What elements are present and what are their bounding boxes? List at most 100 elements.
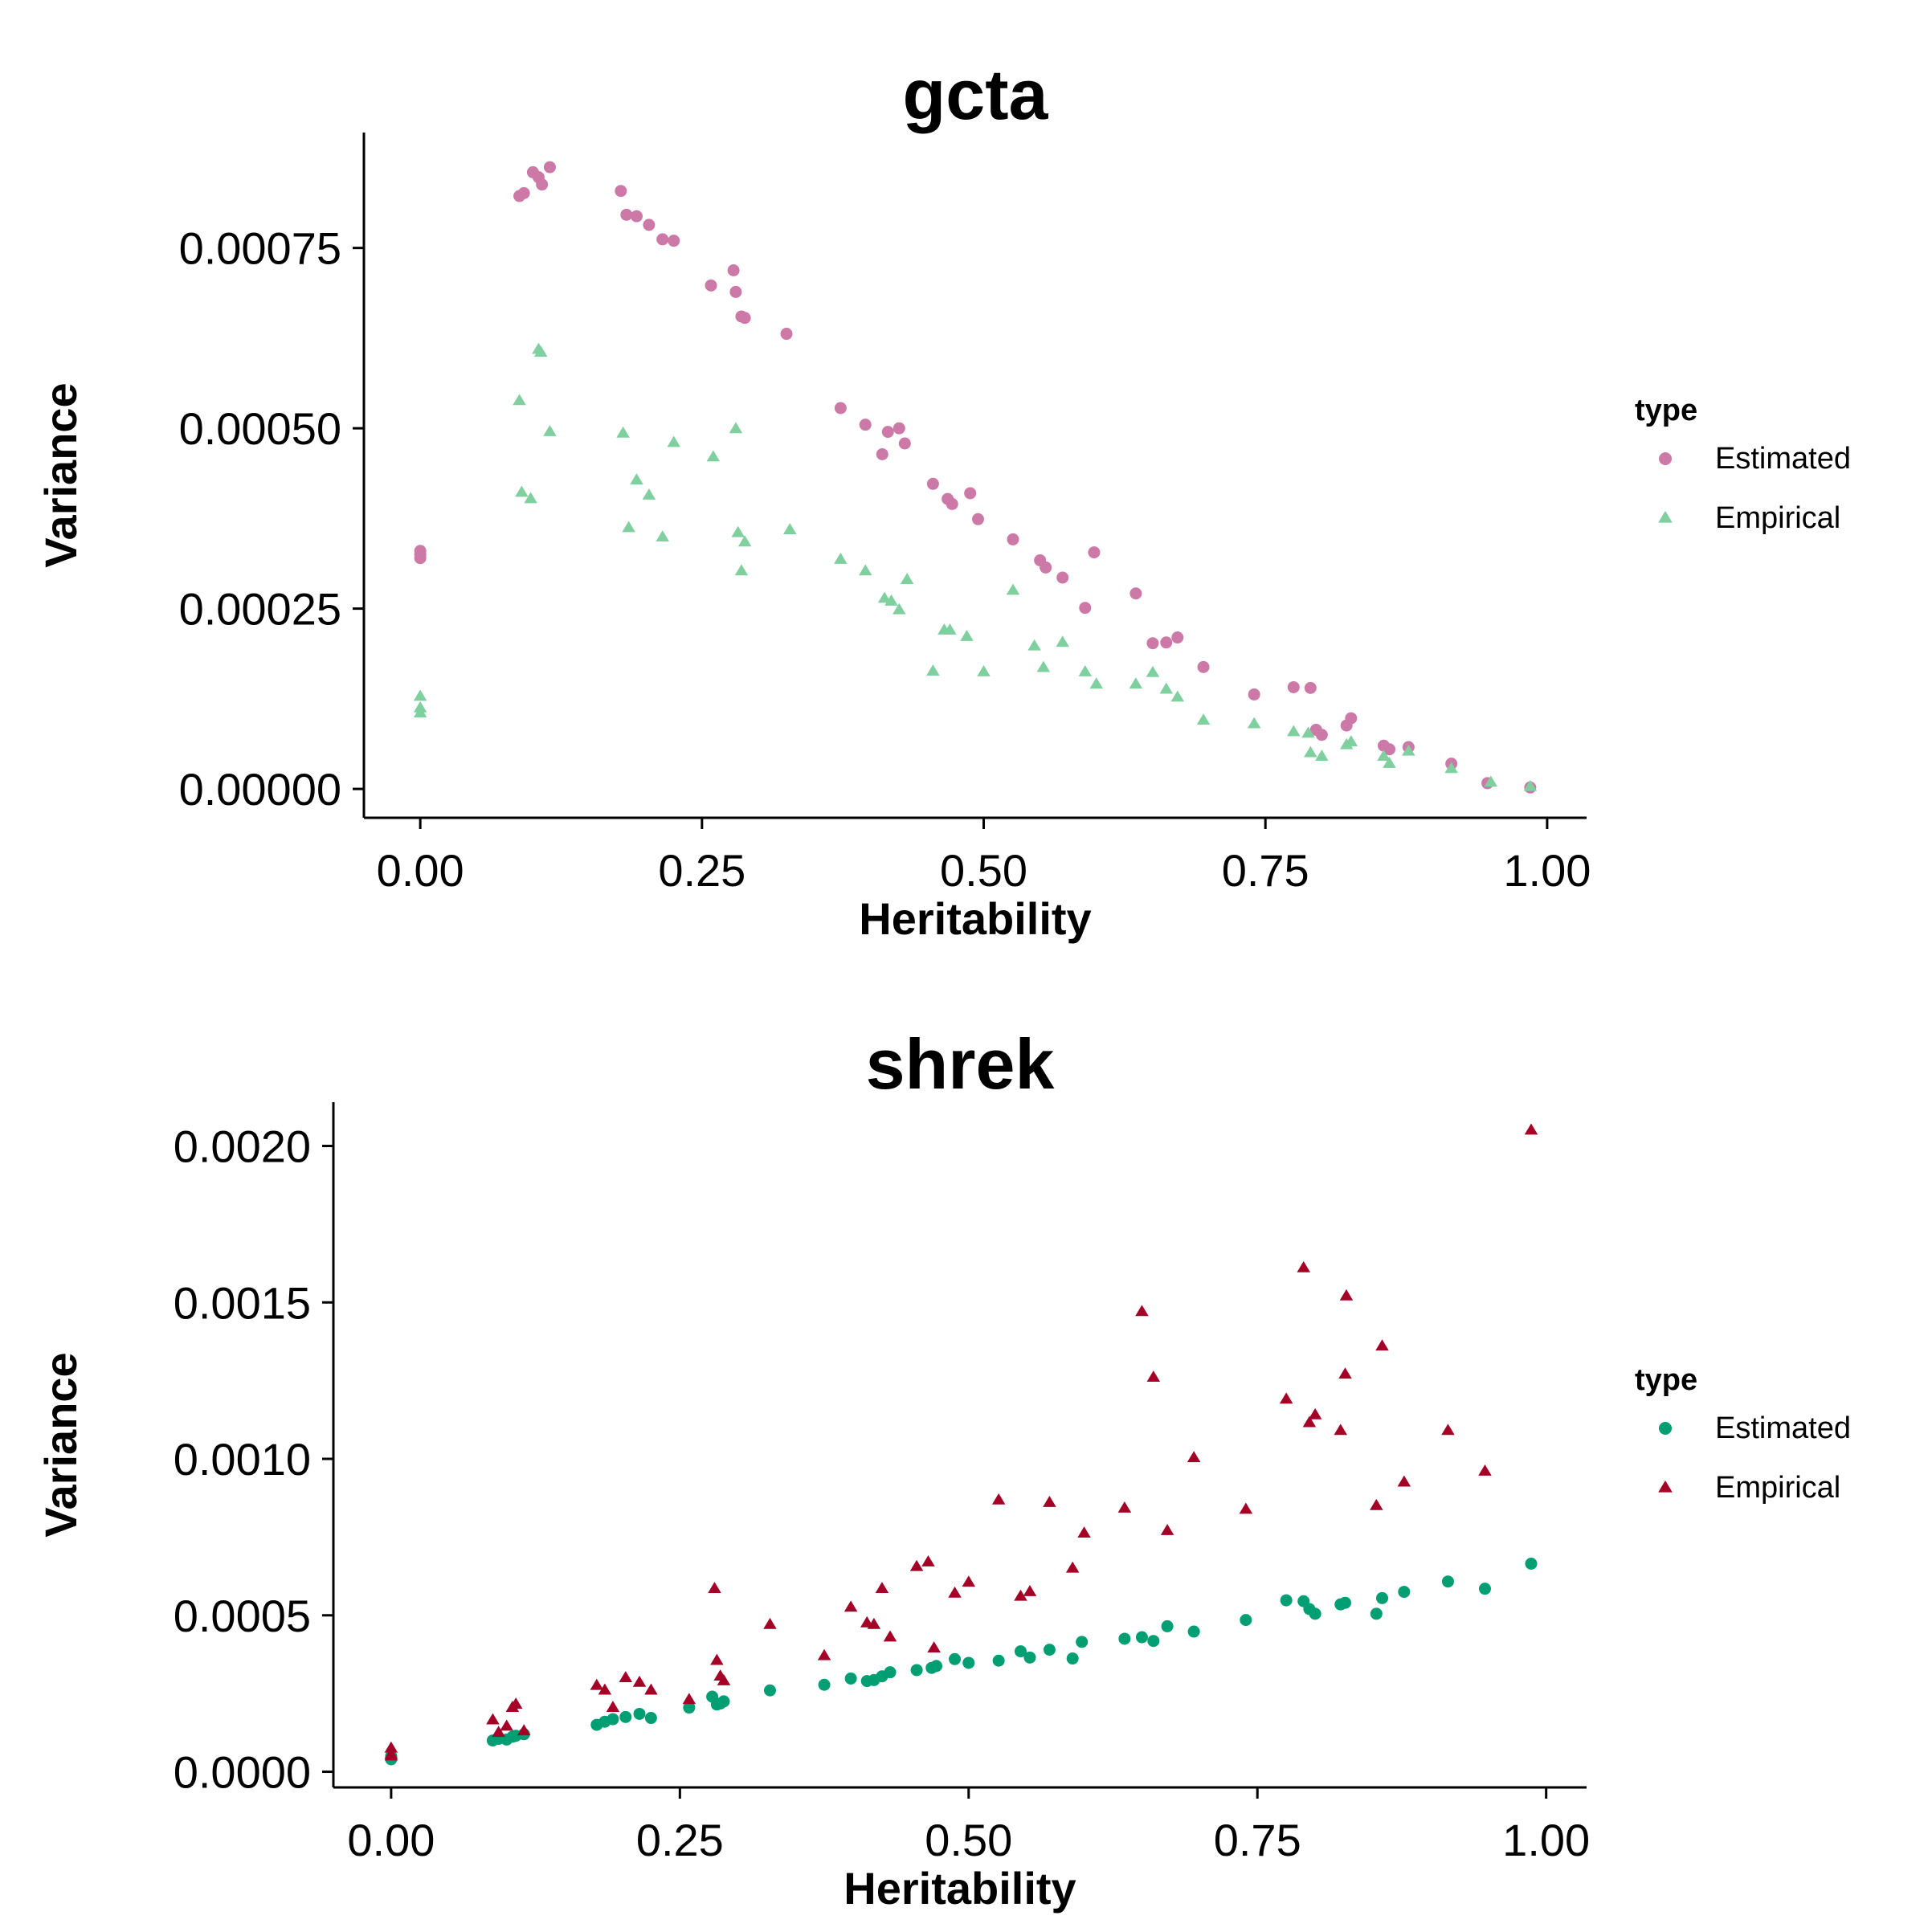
data-point	[509, 1697, 523, 1709]
data-point	[1118, 1632, 1131, 1645]
data-point	[710, 1653, 724, 1665]
data-point	[1248, 688, 1260, 701]
data-point	[517, 186, 530, 199]
data-point	[607, 1713, 619, 1726]
panel-shrek: shrek 0.00 0.25 0.50 0.75 1.00 0.0000 0.0005 0.0…	[35, 1024, 1851, 1914]
data-point	[782, 523, 797, 535]
data-point	[1159, 682, 1174, 694]
data-point	[867, 1617, 881, 1629]
data-point	[1160, 636, 1173, 649]
data-point	[949, 1652, 962, 1665]
data-point	[1129, 677, 1143, 689]
data-point	[1023, 1651, 1036, 1664]
data-point	[1287, 680, 1300, 693]
data-point	[884, 594, 898, 606]
data-point	[876, 447, 888, 460]
data-point	[844, 1600, 858, 1612]
data-point	[543, 425, 557, 436]
legend-key	[1659, 1422, 1672, 1435]
data-point	[884, 1666, 897, 1679]
data-point	[858, 564, 872, 576]
data-point	[632, 1675, 647, 1687]
data-point	[1402, 744, 1415, 756]
data-point	[877, 591, 892, 603]
data-point	[738, 312, 751, 325]
data-point	[1135, 1631, 1148, 1644]
y-tick-label: 0.0010	[174, 1434, 311, 1485]
data-point	[633, 1707, 646, 1720]
data-point	[962, 1656, 975, 1669]
data-point	[948, 1586, 962, 1598]
data-point	[1007, 533, 1019, 545]
data-point	[1088, 546, 1101, 559]
data-point	[622, 521, 635, 533]
y-tick-label: 0.0000	[174, 1747, 311, 1798]
legend-title: type	[1635, 394, 1697, 427]
data-point	[644, 1683, 658, 1695]
data-point	[991, 1493, 1006, 1505]
data-point	[717, 1673, 731, 1685]
legend-label: Estimated	[1715, 1411, 1851, 1445]
legend-key	[1659, 452, 1672, 465]
data-point	[818, 1678, 831, 1691]
data-point	[643, 219, 656, 231]
data-point	[1006, 583, 1020, 595]
data-point	[883, 1630, 897, 1642]
data-point	[708, 1582, 721, 1593]
data-point	[1370, 1498, 1383, 1510]
x-axis-title: Heritability	[859, 893, 1091, 944]
data-point	[656, 530, 669, 541]
data-point	[413, 706, 427, 718]
data-point	[524, 492, 537, 504]
panel-gcta: gcta 0.00 0.25 0.50 0.75 1.00 0.00000 0.00025 0.…	[35, 55, 1851, 944]
data-point	[1441, 1423, 1455, 1436]
data-point	[1441, 1575, 1454, 1588]
data-point	[1338, 1367, 1352, 1379]
data-point	[630, 473, 643, 485]
data-point	[1171, 631, 1184, 644]
data-point	[683, 1701, 696, 1714]
data-point	[1383, 743, 1396, 756]
data-point	[1089, 677, 1104, 689]
data-point	[1239, 1502, 1253, 1514]
data-point	[893, 422, 905, 435]
data-point	[413, 689, 427, 701]
data-point	[943, 623, 957, 635]
data-point	[1315, 729, 1328, 741]
data-point	[1065, 1561, 1080, 1573]
chart-title: gcta	[903, 55, 1049, 134]
data-point	[667, 435, 681, 447]
data-point	[1036, 660, 1051, 672]
x-tick-label: 0.25	[636, 1815, 724, 1865]
data-point	[1370, 1607, 1383, 1620]
data-point	[1297, 1260, 1310, 1272]
data-point	[1240, 1614, 1252, 1627]
data-point	[909, 1559, 924, 1571]
data-point	[1397, 1475, 1411, 1487]
data-point	[817, 1648, 831, 1660]
data-point	[1135, 1305, 1149, 1317]
data-point	[668, 235, 680, 247]
data-point	[1287, 725, 1301, 737]
x-tick-label: 0.50	[940, 845, 1027, 896]
data-point	[1525, 1558, 1538, 1571]
data-point	[900, 573, 914, 584]
y-tick-label: 0.00025	[179, 584, 341, 635]
data-point	[834, 552, 848, 564]
data-point	[1376, 1591, 1389, 1604]
data-point	[500, 1719, 513, 1731]
data-point	[729, 422, 743, 434]
data-point	[656, 233, 669, 246]
data-point	[1339, 1289, 1354, 1301]
data-point	[642, 488, 656, 500]
x-tick-label: 0.25	[658, 845, 745, 896]
data-point	[1161, 1620, 1174, 1632]
y-axis-title: Variance	[35, 1352, 86, 1537]
data-point	[881, 426, 894, 439]
data-point	[1301, 726, 1315, 738]
data-point	[960, 630, 974, 641]
data-point	[964, 487, 977, 500]
data-point	[1187, 1625, 1200, 1638]
